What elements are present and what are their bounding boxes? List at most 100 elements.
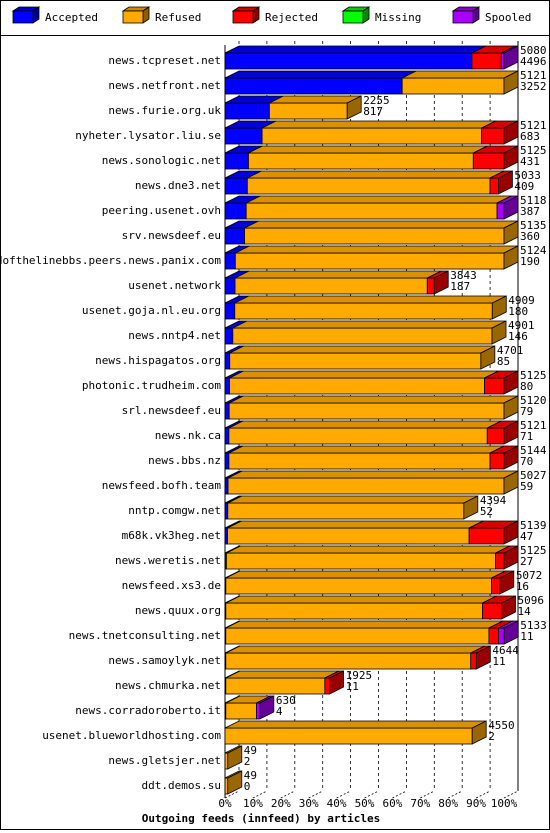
bar-refused [225, 677, 326, 695]
bar-row [224, 545, 519, 570]
bar-row [224, 295, 507, 320]
x-tick-label: 100% [491, 797, 518, 810]
bar-refused [225, 627, 490, 645]
row-label: news.samoylyk.net [108, 654, 221, 667]
accepted-value: 4 [276, 705, 283, 718]
bar-refused [234, 252, 505, 270]
value-labels: 5080449651213252225581751216835125431503… [244, 44, 547, 793]
total-value: 5144 [520, 444, 547, 457]
legend-swatch [232, 10, 254, 24]
bar-accepted [224, 402, 230, 420]
bar-row [224, 520, 519, 545]
bar-refused [248, 152, 474, 170]
grid-floor-line [448, 790, 463, 799]
bar-refused [232, 327, 493, 345]
row-label: news.corradoroberto.it [75, 704, 221, 717]
bar-row [224, 245, 519, 270]
total-value: 5121 [520, 69, 547, 82]
x-tick-label: 10% [243, 797, 263, 810]
row-label: nntp.comgw.net [128, 504, 221, 517]
bar-accepted [224, 477, 229, 495]
bar-accepted [224, 377, 230, 395]
grid-floor-line [392, 790, 407, 799]
bar-side-refused [503, 395, 519, 420]
x-tick-label: 50% [355, 797, 375, 810]
bar-side-refused [503, 70, 519, 95]
bar-top-refused [248, 145, 488, 154]
grid-floor-line [364, 790, 379, 799]
bar-side-refused [503, 220, 519, 245]
bar-side-refused [346, 95, 362, 120]
grid-floor-line [308, 790, 323, 799]
bar-side-refused [503, 470, 519, 495]
bar-row [224, 195, 519, 220]
bar-top-refused [224, 720, 487, 729]
bar-spooled [496, 202, 505, 220]
bar-row [224, 345, 496, 370]
bar-spooled [500, 52, 505, 70]
total-value: 2255 [363, 94, 390, 107]
total-value: 5133 [520, 619, 547, 632]
accepted-value: 2 [488, 730, 495, 743]
bar-side-spooled [259, 695, 275, 720]
bar-top-refused [232, 320, 507, 329]
bar-side-refused [480, 345, 496, 370]
bar-side-rejected [503, 520, 519, 545]
bar-side-spooled [503, 45, 519, 70]
bar-top-refused [235, 245, 519, 254]
row-label: srl.newsdeef.eu [122, 404, 221, 417]
bar-top-refused [269, 95, 362, 104]
total-value: 5121 [520, 419, 547, 432]
grid-floor-line [336, 790, 351, 799]
bar-row [224, 695, 275, 720]
bar-refused [229, 352, 482, 370]
bar-side-refused [503, 245, 519, 270]
bar-side-refused [227, 745, 243, 770]
bar-top-refused [234, 270, 442, 279]
bar-top-refused [244, 220, 519, 229]
bar-top-refused [227, 520, 484, 529]
bar-row [224, 320, 507, 345]
row-label: usenet.network [128, 279, 221, 292]
accepted-value: 431 [520, 155, 540, 168]
total-value: 1925 [346, 669, 373, 682]
row-label: srv.newsdeef.eu [122, 229, 221, 242]
row-label: news.bbs.nz [148, 454, 221, 467]
total-value: 5125 [520, 544, 547, 557]
bar-row [224, 395, 519, 420]
bar-row [224, 120, 519, 145]
bar-accepted [224, 302, 236, 320]
row-label: news.furie.org.uk [108, 104, 221, 117]
bar-side-refused [227, 770, 243, 795]
bar-accepted [224, 177, 248, 195]
bar-rejected [324, 677, 330, 695]
bar-top-refused [225, 570, 506, 579]
bar-side-rejected [475, 645, 491, 670]
grid-floor-line [475, 790, 491, 799]
bar-rejected [484, 377, 505, 395]
bar-accepted [224, 452, 230, 470]
bar-refused [227, 527, 470, 545]
bar-spooled [498, 627, 505, 645]
accepted-value: 14 [517, 605, 531, 618]
row-label: news.sonologic.net [102, 154, 221, 167]
bar-top-refused [227, 470, 519, 479]
legend-swatch [122, 10, 144, 24]
accepted-value: 79 [520, 405, 533, 418]
legend-label: Accepted [45, 11, 98, 24]
row-label: peering.usenet.ovh [102, 204, 221, 217]
bar-side-rejected [503, 420, 519, 445]
total-value: 5027 [520, 469, 547, 482]
bar-row [224, 645, 491, 670]
bar-side-refused [471, 720, 487, 745]
bar-accepted [224, 77, 403, 95]
row-label: newsfeed.xs3.de [122, 579, 221, 592]
bar-rejected [471, 52, 502, 70]
accepted-value: 0 [244, 780, 251, 793]
row-label: news.nk.ca [155, 429, 221, 442]
accepted-value: 180 [508, 305, 528, 318]
accepted-value: 4496 [520, 55, 547, 68]
bar-row [224, 470, 519, 495]
bar-refused [229, 377, 485, 395]
